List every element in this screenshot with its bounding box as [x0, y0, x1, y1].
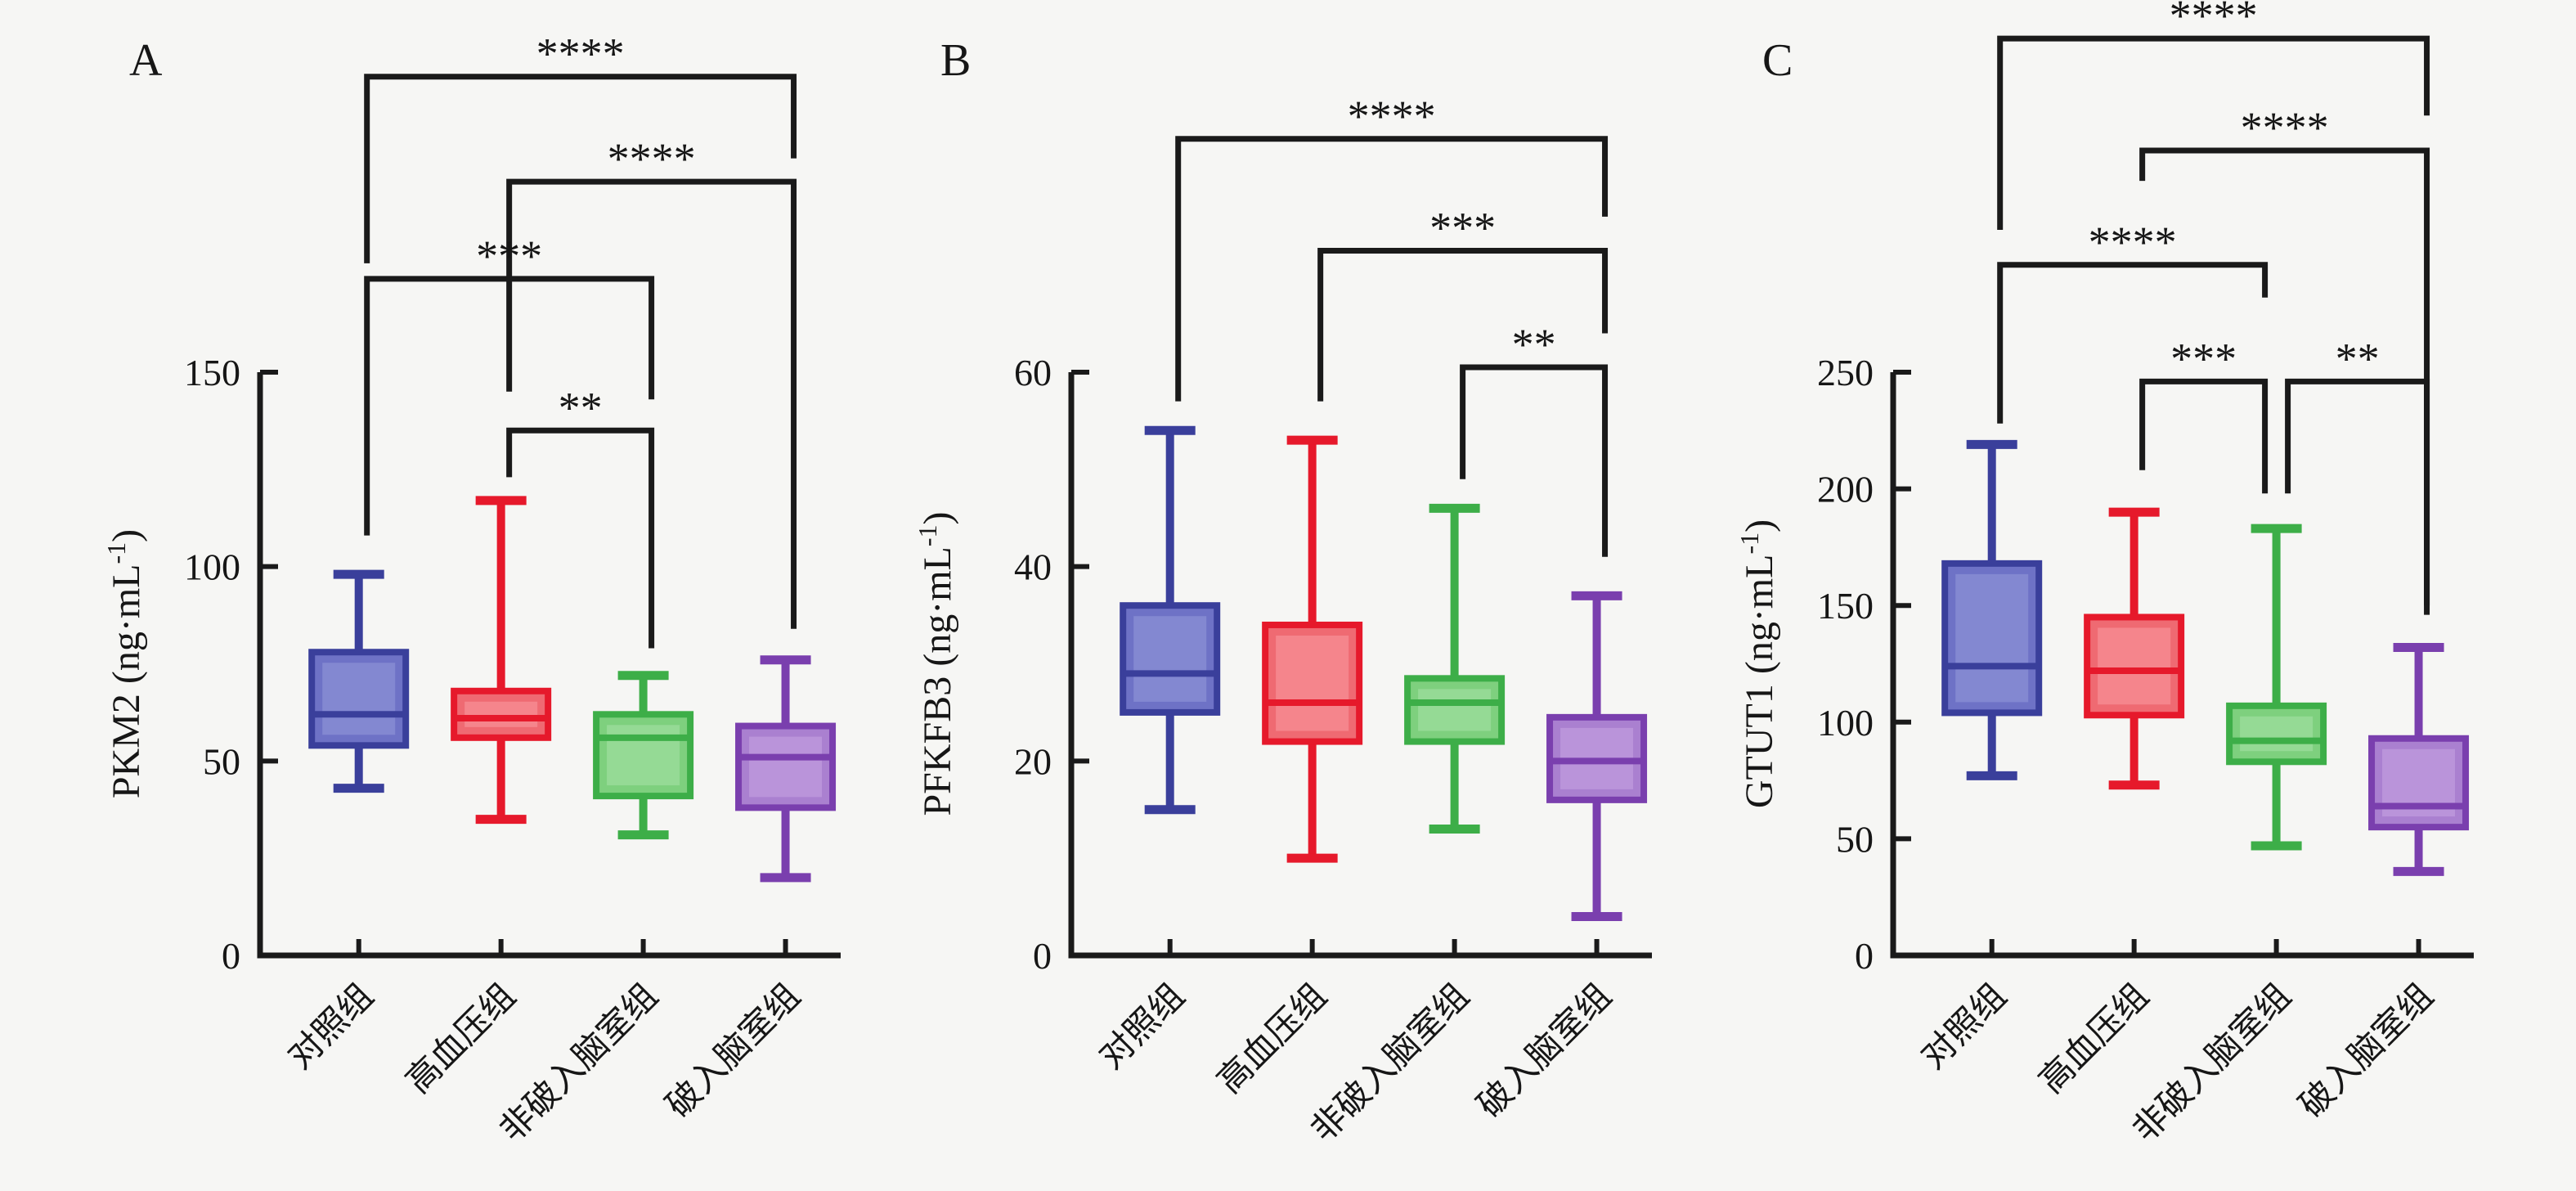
panel-label: C — [1762, 35, 1793, 86]
boxplot-B-group-3 — [1404, 503, 1506, 834]
box-highlight — [322, 663, 396, 735]
significance-bracket — [1317, 247, 1609, 402]
y-tick-label: 40 — [1014, 546, 1052, 588]
y-tick-label: 150 — [1817, 585, 1874, 627]
significance-stars: *** — [476, 231, 542, 281]
y-tick-label: 100 — [184, 546, 240, 588]
significance-bracket — [2285, 378, 2430, 615]
significance-bracket — [364, 276, 655, 536]
significance-stars: ** — [1512, 320, 1556, 369]
y-axis-label: PKM2 (ng·mL-1) — [101, 529, 148, 798]
significance-bracket — [2139, 147, 2430, 606]
panel-label: B — [940, 35, 971, 86]
x-tick-label: 破入脑室组 — [2292, 977, 2441, 1126]
y-tick-label: 100 — [1817, 702, 1874, 744]
y-axis-label: PFKFB3 (ng·mL-1) — [913, 511, 959, 816]
x-tick-label: 高血压组 — [399, 978, 523, 1101]
significance-stars: **** — [1348, 92, 1436, 141]
boxplot-A-group-2 — [451, 496, 552, 825]
y-tick-label: 150 — [184, 352, 240, 393]
y-tick-label: 50 — [1836, 818, 1874, 860]
boxplot-C-group-2 — [2084, 507, 2185, 790]
significance-bracket — [1460, 364, 1609, 557]
y-tick-label: 250 — [1817, 352, 1874, 393]
boxplot-B-group-4 — [1546, 591, 1648, 921]
panel-label: A — [129, 35, 163, 86]
box-highlight — [607, 725, 680, 786]
x-tick-label: 破入脑室组 — [1470, 977, 1619, 1126]
y-tick-label: 0 — [1033, 935, 1052, 977]
boxplot-B-group-1 — [1120, 425, 1221, 815]
significance-stars: ** — [2336, 334, 2380, 383]
box-highlight — [749, 736, 823, 798]
box-highlight — [1133, 616, 1207, 702]
significance-stars: **** — [2241, 103, 2329, 152]
y-tick-label: 20 — [1014, 740, 1052, 782]
significance-bracket — [364, 74, 797, 263]
significance-bracket — [1997, 35, 2430, 231]
significance-bracket — [506, 427, 655, 649]
significance-stars: *** — [1429, 203, 1496, 252]
x-tick-label: 高血压组 — [1210, 978, 1334, 1101]
x-tick-label: 高血压组 — [2032, 978, 2156, 1101]
box-highlight — [1276, 635, 1349, 731]
significance-stars: *** — [2170, 334, 2237, 383]
significance-stars: **** — [2089, 218, 2177, 267]
significance-stars: **** — [608, 134, 696, 183]
significance-bracket — [1997, 262, 2269, 424]
boxplot-A-group-4 — [735, 655, 837, 883]
box-highlight — [1955, 573, 2029, 703]
boxplot-C-group-3 — [2226, 524, 2327, 851]
x-tick-label: 对照组 — [281, 978, 381, 1077]
x-tick-label: 对照组 — [1914, 978, 2014, 1077]
x-tick-label: 对照组 — [1093, 978, 1192, 1077]
box-highlight — [1418, 689, 1492, 731]
y-tick-label: 50 — [203, 740, 240, 782]
boxplot-C-group-4 — [2368, 643, 2470, 876]
significance-stars: **** — [536, 29, 625, 79]
x-tick-label: 破入脑室组 — [659, 977, 808, 1126]
y-tick-label: 0 — [222, 935, 240, 977]
boxplot-B-group-2 — [1262, 435, 1363, 863]
box-highlight — [2240, 716, 2313, 752]
y-tick-label: 0 — [1855, 935, 1874, 977]
y-tick-label: 200 — [1817, 469, 1874, 510]
boxplot-A-group-3 — [593, 671, 694, 840]
boxplot-C-group-1 — [1941, 439, 2043, 780]
boxplot-A-group-1 — [308, 569, 410, 793]
box-highlight — [2098, 627, 2171, 705]
significance-bracket — [2139, 378, 2269, 494]
y-tick-label: 60 — [1014, 352, 1052, 393]
significance-bracket — [506, 178, 797, 629]
box-highlight — [464, 701, 538, 727]
significance-stars: ** — [559, 383, 603, 432]
significance-bracket — [1175, 136, 1609, 402]
y-axis-label: GTUT1 (ng·mL-1) — [1735, 519, 1781, 808]
significance-stars: **** — [2170, 0, 2258, 40]
